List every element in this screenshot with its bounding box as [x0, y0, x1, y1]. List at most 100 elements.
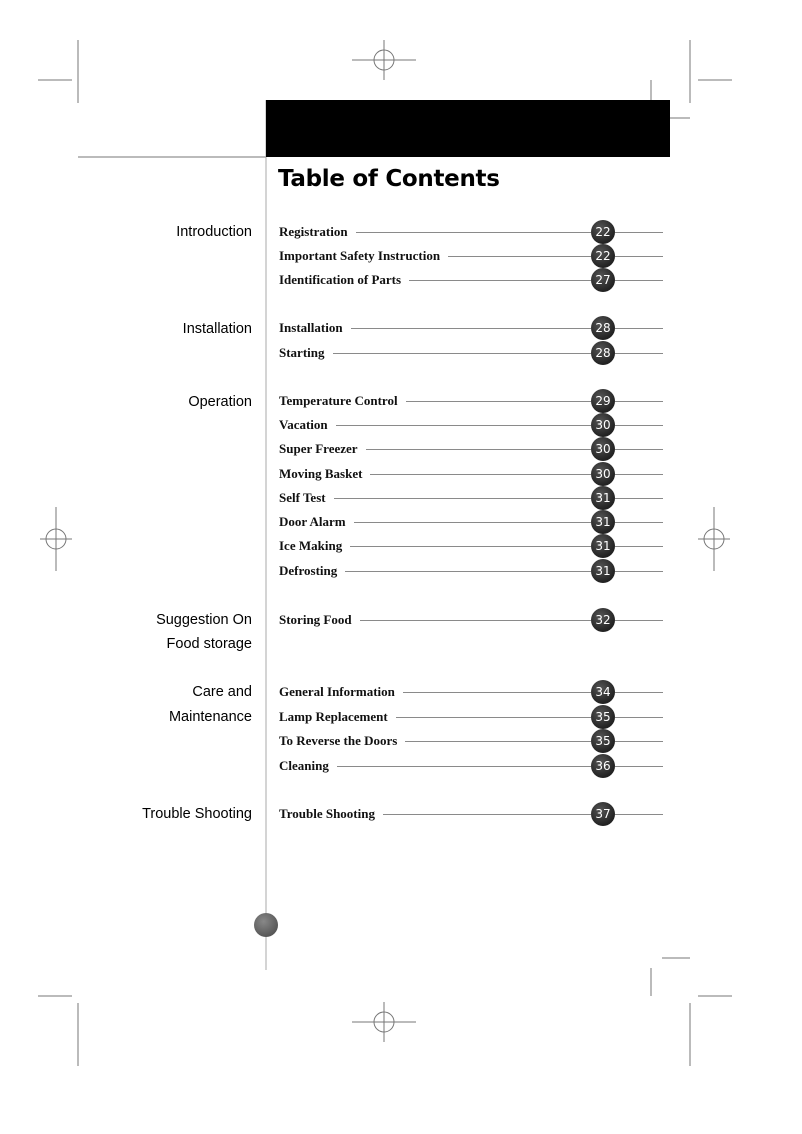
entry-label: Lamp Replacement — [279, 709, 388, 724]
page-number-badge: 31 — [591, 534, 615, 558]
page-number-badge: 35 — [591, 705, 615, 729]
leader-line — [402, 691, 591, 693]
toc-entry[interactable]: Super Freezer 30 — [279, 437, 663, 461]
leader-line — [382, 813, 591, 815]
toc-entry[interactable]: Storing Food 32 — [279, 608, 663, 632]
entry-label: Super Freezer — [279, 441, 358, 456]
entry-label: Moving Basket — [279, 466, 363, 481]
toc-entry[interactable]: To Reverse the Doors 35 — [279, 729, 663, 753]
toc-entry[interactable]: Lamp Replacement 35 — [279, 705, 663, 729]
entry-label: Defrosting — [279, 563, 338, 578]
leader-line-tail — [615, 231, 663, 233]
page-number-badge: 32 — [591, 608, 615, 632]
entry-label: Self Test — [279, 490, 326, 505]
leader-line-tail — [615, 400, 663, 402]
leader-line — [359, 619, 591, 621]
leader-line-tail — [615, 448, 663, 450]
toc-entry[interactable]: Temperature Control 29 — [279, 389, 663, 413]
leader-line — [335, 424, 591, 426]
toc-entry[interactable]: Installation 28 — [279, 316, 663, 340]
entry-label: Registration — [279, 224, 348, 239]
leader-line-tail — [615, 521, 663, 523]
leader-line — [355, 231, 591, 233]
page-number-badge: 35 — [591, 729, 615, 753]
page-number-badge: 30 — [591, 437, 615, 461]
leader-line-tail — [615, 691, 663, 693]
section-heading: Suggestion On — [156, 612, 252, 628]
toc-entry[interactable]: Identification of Parts 27 — [279, 268, 663, 292]
toc-entry[interactable]: Cleaning 36 — [279, 754, 663, 778]
toc-entry[interactable]: Registration 22 — [279, 220, 663, 244]
entry-label: Temperature Control — [279, 393, 398, 408]
page-number-badge: 27 — [591, 268, 615, 292]
leader-line — [405, 740, 591, 742]
page-number-badge: 31 — [591, 559, 615, 583]
leader-line — [395, 716, 591, 718]
page-number-badge: 22 — [591, 220, 615, 244]
toc-entry[interactable]: Starting 28 — [279, 341, 663, 365]
leader-line-tail — [615, 765, 663, 767]
leader-line-tail — [615, 619, 663, 621]
section-heading: Food storage — [166, 636, 252, 652]
page-number-badge: 22 — [591, 244, 615, 268]
entry-label: Door Alarm — [279, 514, 346, 529]
leader-line — [350, 327, 591, 329]
page-number-badge: 30 — [591, 413, 615, 437]
section-heading: Maintenance — [168, 709, 252, 725]
section-heading: Introduction — [176, 224, 252, 240]
page-number-badge: 34 — [591, 680, 615, 704]
toc-entry[interactable]: Defrosting 31 — [279, 559, 663, 583]
section-heading: Installation — [182, 321, 252, 337]
entry-label: Installation — [279, 320, 343, 335]
leader-line — [405, 400, 591, 402]
toc-entry[interactable]: Important Safety Instruction 22 — [279, 244, 663, 268]
toc-entry[interactable]: Vacation 30 — [279, 413, 663, 437]
toc-entry[interactable]: Moving Basket 30 — [279, 462, 663, 486]
toc-entry[interactable]: Ice Making 31 — [279, 534, 663, 558]
toc-entry[interactable]: Self Test 31 — [279, 486, 663, 510]
leader-line-tail — [615, 279, 663, 281]
header-bar — [266, 100, 670, 157]
leader-line-tail — [615, 716, 663, 718]
leader-line — [409, 279, 591, 281]
leader-line-tail — [615, 352, 663, 354]
leader-line — [353, 521, 591, 523]
toc-entry[interactable]: Trouble Shooting 37 — [279, 802, 663, 826]
entry-label: Cleaning — [279, 758, 329, 773]
page-number-badge: 31 — [591, 486, 615, 510]
entry-label: Important Safety Instruction — [279, 248, 441, 263]
page-number-badge: 37 — [591, 802, 615, 826]
leader-line — [448, 255, 591, 257]
entry-label: Trouble Shooting — [279, 806, 375, 821]
entry-label: Ice Making — [279, 538, 343, 553]
leader-line — [336, 765, 591, 767]
leader-line — [350, 545, 591, 547]
entry-label: Storing Food — [279, 612, 352, 627]
leader-line-tail — [615, 497, 663, 499]
leader-line-tail — [615, 424, 663, 426]
page-number-badge: 28 — [591, 341, 615, 365]
leader-line-tail — [615, 813, 663, 815]
toc-entry[interactable]: Door Alarm 31 — [279, 510, 663, 534]
leader-line — [345, 570, 591, 572]
section-heading: Trouble Shooting — [142, 806, 252, 822]
leader-line — [333, 497, 591, 499]
entry-label: Starting — [279, 345, 325, 360]
page-number-badge: 30 — [591, 462, 615, 486]
entry-label: General Information — [279, 684, 395, 699]
leader-line — [370, 473, 591, 475]
leader-line — [332, 352, 591, 354]
entry-label: Vacation — [279, 417, 328, 432]
toc-entry[interactable]: General Information 34 — [279, 680, 663, 704]
entry-label: To Reverse the Doors — [279, 733, 398, 748]
section-heading: Operation — [188, 394, 252, 410]
page-number-dot — [254, 913, 278, 937]
leader-line-tail — [615, 545, 663, 547]
section-heading: Care and — [192, 684, 252, 700]
page-number-badge: 28 — [591, 316, 615, 340]
entry-label: Identification of Parts — [279, 272, 402, 287]
leader-line-tail — [615, 473, 663, 475]
leader-line-tail — [615, 327, 663, 329]
